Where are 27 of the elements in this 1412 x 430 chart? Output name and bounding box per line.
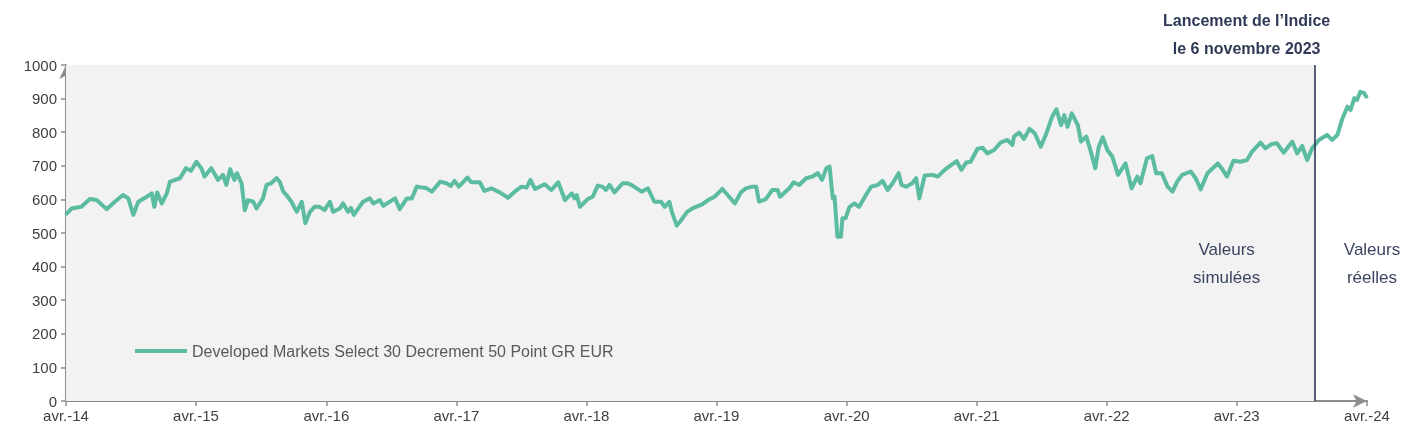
x-tick-label: avr.-15: [173, 407, 219, 424]
y-tick-label: 500: [31, 224, 57, 242]
band-label: Valeurs simulées: [1193, 239, 1261, 287]
x-tick-label: avr.-14: [43, 407, 89, 424]
y-tick-label: 900: [31, 90, 57, 108]
y-tick-label: 200: [31, 325, 57, 343]
x-tick-label: avr.-23: [1213, 407, 1260, 424]
x-tick-label: avr.-17: [433, 407, 480, 424]
legend-label: Developed Markets Select 30 Decrement 50 Point GR EUR: [192, 342, 614, 360]
y-tick-label: 1000: [23, 56, 57, 74]
line-series: [64, 89, 1369, 239]
x-tick-label: avr.-24: [1344, 407, 1390, 424]
x-tick-label: avr.-21: [953, 407, 1000, 424]
x-tick-label: avr.-22: [1083, 407, 1130, 424]
ref-line-label: Lancement de l’Indice le 6 novembre 2023: [1163, 11, 1331, 57]
y-tick-label: 0: [48, 392, 57, 410]
annotation: Valeurs réelles: [1343, 239, 1401, 287]
y-tick-label: 100: [31, 358, 57, 376]
x-tick-label: avr.-18: [563, 407, 610, 424]
x-tick-label: avr.-20: [823, 407, 870, 424]
y-tick-label: 800: [31, 123, 57, 141]
x-tick-label: avr.-19: [693, 407, 740, 424]
y-tick-label: 300: [31, 291, 57, 309]
y-tick-label: 700: [31, 157, 57, 175]
y-tick-label: 600: [31, 190, 57, 208]
x-tick-label: avr.-16: [303, 407, 350, 424]
y-tick-label: 400: [31, 258, 57, 276]
